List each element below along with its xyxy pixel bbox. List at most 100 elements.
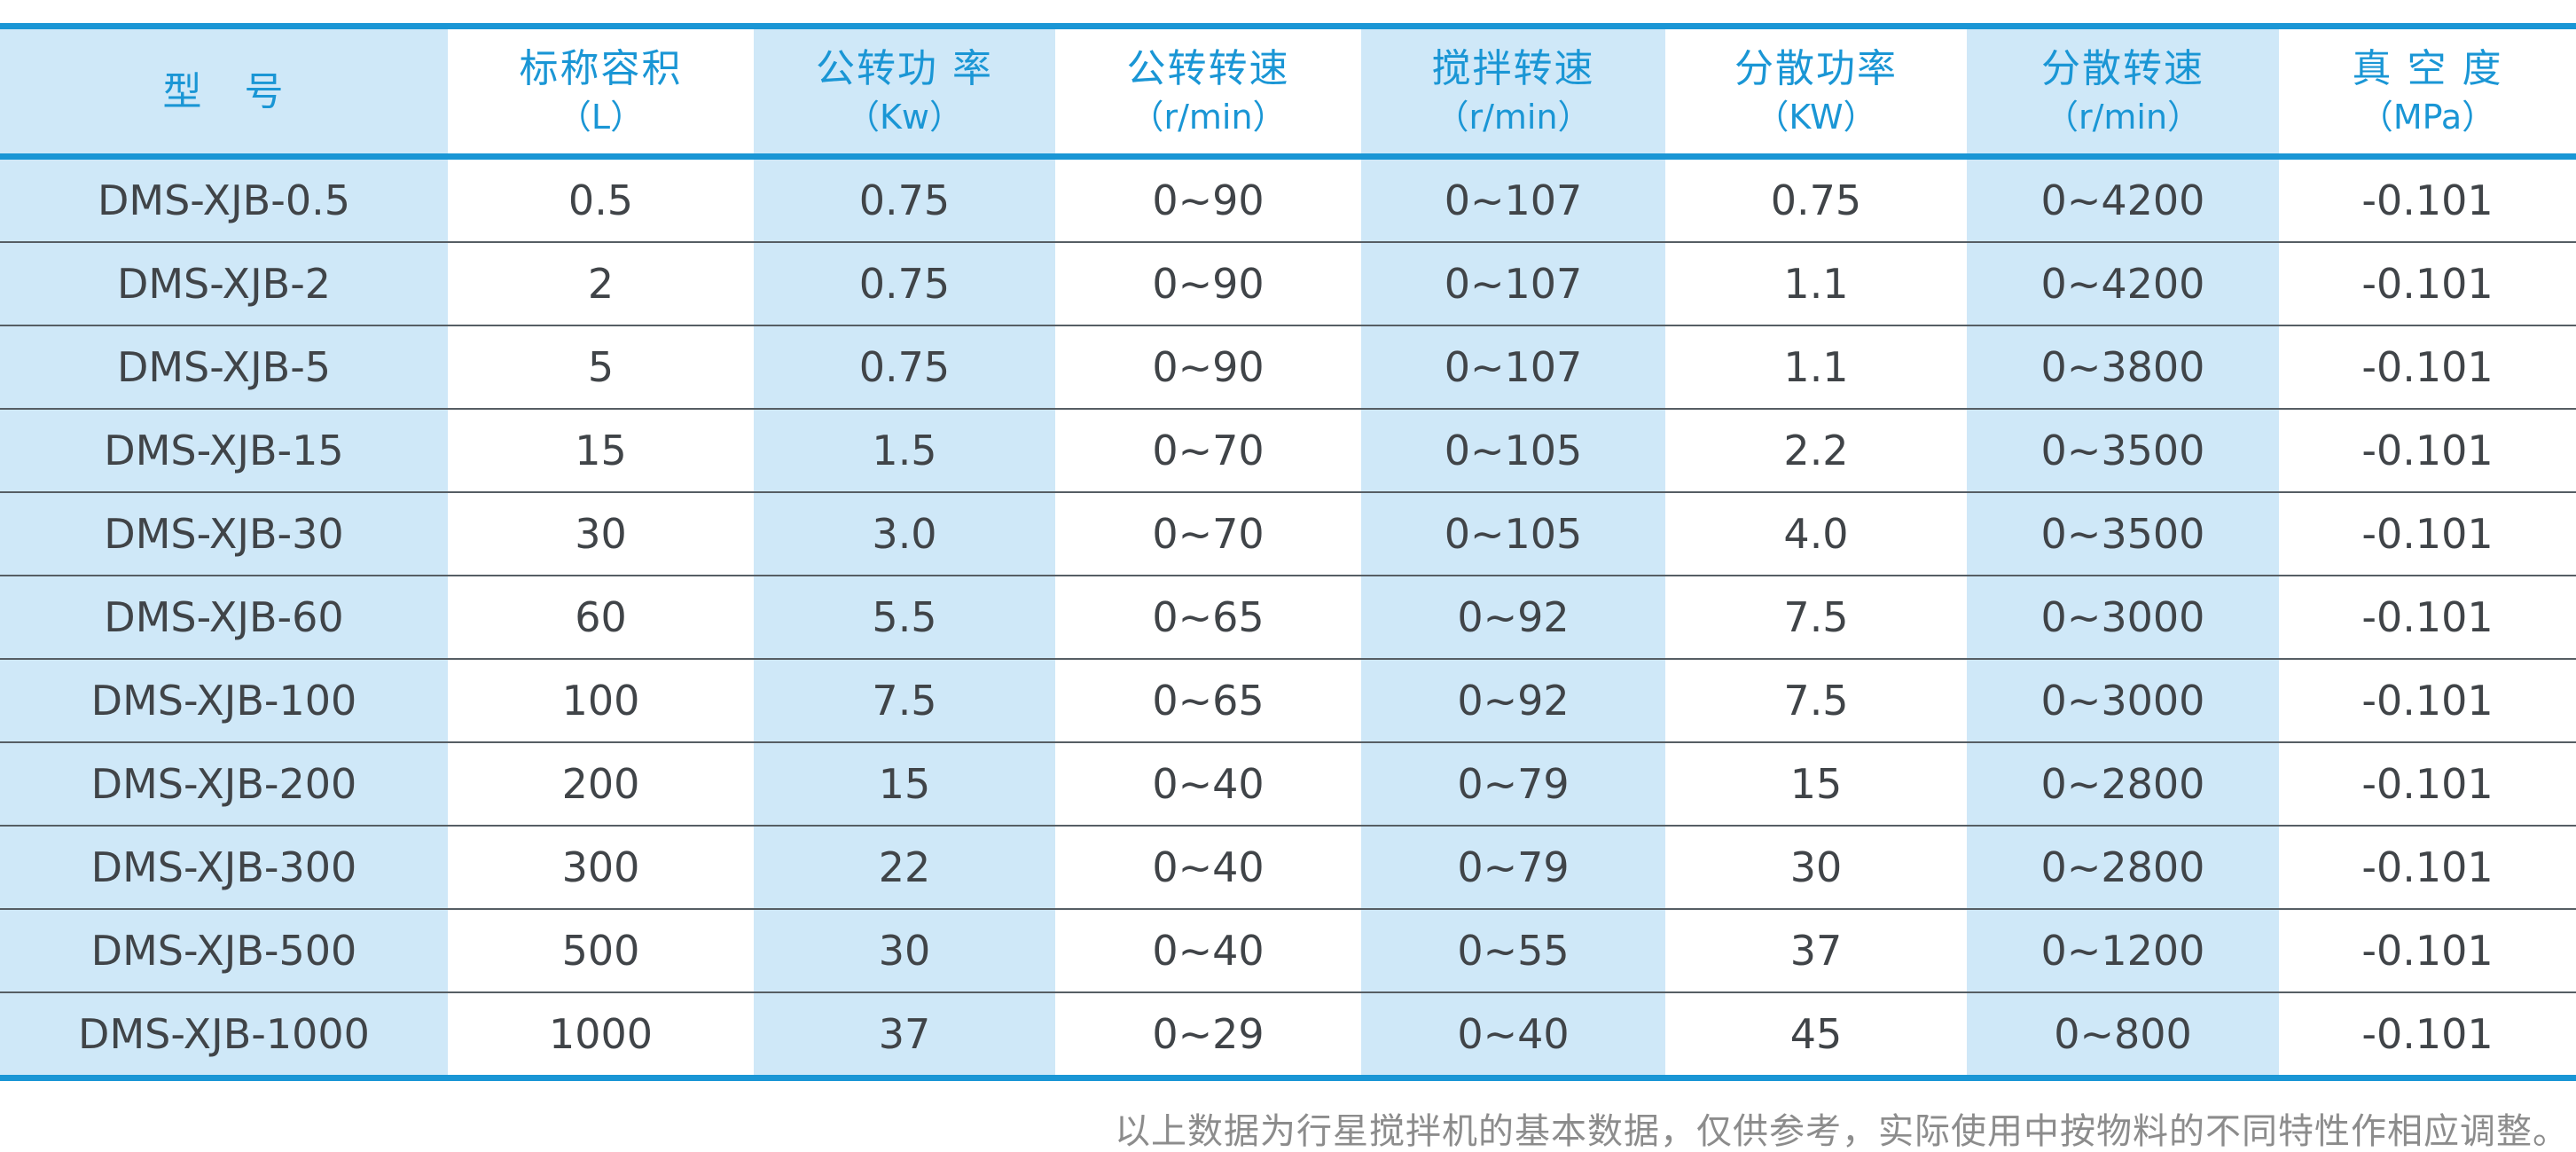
spec-table: 型 号 标称容积 （L） 公转功 率 （Kw） 公转转速 （r/min） 搅拌转速 （r/min… [0,29,2576,1075]
value-cell: 0.75 [754,325,1055,409]
value-cell: 0~4200 [1967,242,2279,325]
header-unit: （L） [557,97,645,137]
value-cell: -0.101 [2279,325,2576,409]
value-cell: 5 [448,325,754,409]
value-cell: 0~2800 [1967,826,2279,909]
header-cell-2: 公转功 率 （Kw） [754,29,1055,157]
value-cell: 0~29 [1055,992,1361,1075]
header-cell-5: 分散功率 （KW） [1665,29,1967,157]
table-body: DMS-XJB-0.5 0.5 0.75 0~90 0~107 0.75 0~4200 -0.… [0,156,2576,1075]
value-cell: 0~800 [1967,992,2279,1075]
value-cell: -0.101 [2279,742,2576,826]
value-cell: 7.5 [1665,659,1967,742]
value-cell: 0.75 [754,156,1055,242]
value-cell: 0~40 [1361,992,1665,1075]
value-cell: 0~107 [1361,325,1665,409]
header-title: 搅拌转速 [1431,45,1595,91]
value-cell: 0~1200 [1967,909,2279,992]
table-header: 型 号 标称容积 （L） 公转功 率 （Kw） 公转转速 （r/min） 搅拌转速 （r/min… [0,29,2576,157]
value-cell: 30 [754,909,1055,992]
value-cell: 0~105 [1361,409,1665,492]
value-cell: 15 [1665,742,1967,826]
value-cell: 1000 [448,992,754,1075]
value-cell: 0~65 [1055,576,1361,659]
table-row: DMS-XJB-60 60 5.5 0~65 0~92 7.5 0~3000 -0.101 [0,576,2576,659]
header-cell-6: 分散转速 （r/min） [1967,29,2279,157]
value-cell: 0~70 [1055,409,1361,492]
table-row: DMS-XJB-15 15 1.5 0~70 0~105 2.2 0~3500 -0.101 [0,409,2576,492]
value-cell: 3.0 [754,492,1055,576]
value-cell: 0~70 [1055,492,1361,576]
value-cell: 5.5 [754,576,1055,659]
value-cell: 0~40 [1055,826,1361,909]
header-cell-0: 型 号 [0,29,448,157]
value-cell: 7.5 [1665,576,1967,659]
value-cell: -0.101 [2279,826,2576,909]
header-title: 公转转速 [1126,45,1290,91]
value-cell: 0.5 [448,156,754,242]
table-header-row: 型 号 标称容积 （L） 公转功 率 （Kw） 公转转速 （r/min） 搅拌转速 （r/min… [0,29,2576,157]
value-cell: 0~3000 [1967,576,2279,659]
model-cell: DMS-XJB-1000 [0,992,448,1075]
table-row: DMS-XJB-300 300 22 0~40 0~79 30 0~2800 -0.101 [0,826,2576,909]
footer-note: 以上数据为行星搅拌机的基本数据，仅供参考，实际使用中按物料的不同特性作相应调整。 [1115,1111,2569,1152]
model-cell: DMS-XJB-300 [0,826,448,909]
value-cell: 37 [1665,909,1967,992]
value-cell: 1.1 [1665,325,1967,409]
value-cell: 45 [1665,992,1967,1075]
value-cell: 0~79 [1361,742,1665,826]
value-cell: 0~107 [1361,156,1665,242]
value-cell: 22 [754,826,1055,909]
value-cell: 30 [448,492,754,576]
value-cell: 0~90 [1055,325,1361,409]
header-unit: （r/min） [2044,97,2202,137]
value-cell: 200 [448,742,754,826]
model-cell: DMS-XJB-30 [0,492,448,576]
header-title: 型 号 [162,68,286,114]
table-row: DMS-XJB-0.5 0.5 0.75 0~90 0~107 0.75 0~4200 -0.… [0,156,2576,242]
value-cell: 0~40 [1055,742,1361,826]
header-cell-3: 公转转速 （r/min） [1055,29,1361,157]
header-unit: （r/min） [1130,97,1287,137]
value-cell: 15 [754,742,1055,826]
value-cell: 0~3500 [1967,492,2279,576]
value-cell: 0~55 [1361,909,1665,992]
value-cell: -0.101 [2279,992,2576,1075]
value-cell: 0.75 [1665,156,1967,242]
value-cell: 4.0 [1665,492,1967,576]
header-cell-1: 标称容积 （L） [448,29,754,157]
header-unit: （r/min） [1435,97,1592,137]
header-title: 标称容积 [519,45,683,91]
value-cell: 2 [448,242,754,325]
table-row: DMS-XJB-5 5 0.75 0~90 0~107 1.1 0~3800 -0.101 [0,325,2576,409]
header-unit: （Kw） [846,97,963,137]
value-cell: 0.75 [754,242,1055,325]
header-unit: （KW） [1755,97,1877,137]
value-cell: 100 [448,659,754,742]
value-cell: -0.101 [2279,409,2576,492]
value-cell: -0.101 [2279,156,2576,242]
table-row: DMS-XJB-200 200 15 0~40 0~79 15 0~2800 -0.101 [0,742,2576,826]
value-cell: 0~4200 [1967,156,2279,242]
value-cell: 37 [754,992,1055,1075]
value-cell: 0~90 [1055,242,1361,325]
value-cell: 500 [448,909,754,992]
model-cell: DMS-XJB-0.5 [0,156,448,242]
value-cell: -0.101 [2279,909,2576,992]
header-title: 公转功 率 [816,45,993,91]
table-row: DMS-XJB-1000 1000 37 0~29 0~40 45 0~800 -0.101 [0,992,2576,1075]
table-row: DMS-XJB-30 30 3.0 0~70 0~105 4.0 0~3500 -0.101 [0,492,2576,576]
value-cell: -0.101 [2279,242,2576,325]
header-title: 分散功率 [1734,45,1898,91]
value-cell: 0~3800 [1967,325,2279,409]
model-cell: DMS-XJB-200 [0,742,448,826]
value-cell: 0~105 [1361,492,1665,576]
value-cell: 15 [448,409,754,492]
value-cell: 0~2800 [1967,742,2279,826]
model-cell: DMS-XJB-5 [0,325,448,409]
table-row: DMS-XJB-500 500 30 0~40 0~55 37 0~1200 -0.101 [0,909,2576,992]
header-cell-7: 真 空 度 （MPa） [2279,29,2576,157]
model-cell: DMS-XJB-60 [0,576,448,659]
spec-table-container: 型 号 标称容积 （L） 公转功 率 （Kw） 公转转速 （r/min） 搅拌转速 （r/min… [0,23,2576,1081]
